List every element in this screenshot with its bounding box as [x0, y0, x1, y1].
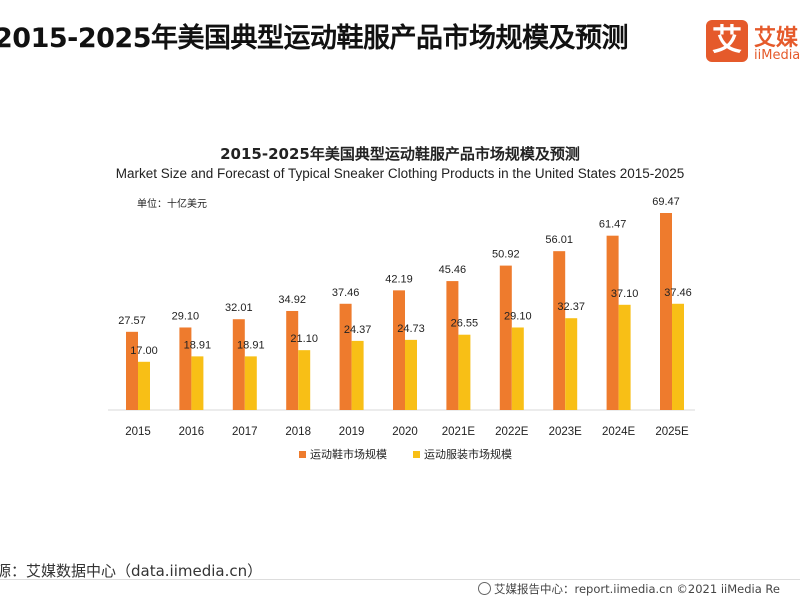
x-tick-label-2018: 2018 — [285, 426, 311, 438]
report-center-icon — [478, 582, 491, 595]
x-tick-label-2020: 2020 — [392, 426, 418, 438]
chart-title: 2015-2025年美国典型运动鞋服产品市场规模及预测 — [220, 145, 580, 163]
apparel-bar-2020 — [405, 339, 417, 410]
legend-swatch-1 — [413, 451, 420, 458]
apparel-bar-2016 — [191, 356, 204, 410]
apparel-value-label-2019: 24.37 — [344, 324, 372, 336]
apparel-bar-2022E — [511, 327, 524, 410]
apparel-bar-2025E — [672, 303, 684, 410]
sneaker-value-label-2022E: 50.92 — [492, 249, 520, 261]
apparel-value-label-2017: 18.91 — [237, 339, 265, 351]
sneaker-value-label-2021E: 45.46 — [439, 264, 467, 276]
sneaker-bar-2024E — [606, 235, 619, 410]
apparel-value-label-2023E: 32.37 — [557, 301, 585, 313]
x-tick-label-2017: 2017 — [232, 426, 258, 438]
sneaker-value-label-2017: 32.01 — [225, 302, 253, 314]
apparel-bar-2017 — [244, 356, 257, 410]
x-tick-label-2015: 2015 — [125, 426, 151, 438]
logo-mark-icon: 艾 — [706, 20, 748, 62]
sneaker-bar-2020 — [393, 290, 405, 410]
x-tick-label-2021E: 2021E — [442, 426, 476, 438]
x-tick-label-2023E: 2023E — [549, 426, 583, 438]
x-tick-label-2016: 2016 — [179, 426, 205, 438]
sneaker-value-label-2025E: 69.47 — [652, 196, 680, 208]
unit-label: 单位：十亿美元 — [137, 199, 207, 210]
sneaker-value-label-2015: 27.57 — [118, 315, 146, 327]
legend-label-0: 运动鞋市场规模 — [310, 447, 387, 461]
apparel-bar-2019 — [351, 340, 364, 410]
sneaker-bar-2018 — [286, 310, 299, 410]
iimedia-logo: 艾 艾媒 iiMedia — [706, 20, 800, 70]
sneaker-bar-2022E — [499, 265, 512, 410]
sneaker-value-label-2024E: 61.47 — [599, 219, 627, 231]
sneaker-value-label-2018: 34.92 — [278, 294, 306, 306]
apparel-bar-2018 — [298, 350, 311, 410]
x-tick-label-2024E: 2024E — [602, 426, 636, 438]
apparel-value-label-2020: 24.73 — [397, 323, 425, 335]
apparel-bar-2024E — [618, 304, 631, 410]
apparel-bar-2015 — [138, 361, 150, 410]
sneaker-bar-2021E — [446, 281, 459, 410]
sneaker-bar-2023E — [553, 251, 566, 410]
apparel-value-label-2025E: 37.46 — [664, 287, 692, 299]
apparel-value-label-2018: 21.10 — [290, 333, 318, 345]
sneaker-bar-2019 — [339, 303, 352, 410]
x-tick-label-2019: 2019 — [339, 426, 365, 438]
apparel-value-label-2015: 17.00 — [130, 345, 158, 357]
apparel-value-label-2016: 18.91 — [184, 339, 212, 351]
sneaker-value-label-2016: 29.10 — [172, 310, 200, 322]
logo-cn-text: 艾媒 — [754, 26, 799, 51]
page-title: 2015-2025年美国典型运动鞋服产品市场规模及预测 — [0, 23, 629, 54]
footer-report: 艾媒报告中心：report.iimedia.cn ©2021 iiMedia R… — [478, 581, 780, 597]
x-tick-label-2025E: 2025E — [655, 426, 689, 438]
source-text: 源：艾媒数据中心（data.iimedia.cn） — [0, 562, 263, 580]
apparel-value-label-2021E: 26.55 — [451, 318, 479, 330]
apparel-value-label-2024E: 37.10 — [611, 288, 639, 300]
x-tick-label-2022E: 2022E — [495, 426, 529, 438]
legend-label-1: 运动服装市场规模 — [424, 447, 512, 461]
logo-en-text: iiMedia — [754, 48, 800, 63]
sneaker-bar-2015 — [126, 331, 138, 410]
chart-subtitle: Market Size and Forecast of Typical Snea… — [115, 166, 685, 181]
footer-report-text: 艾媒报告中心：report.iimedia.cn ©2021 iiMedia R… — [494, 582, 780, 596]
apparel-value-label-2022E: 29.10 — [504, 310, 532, 322]
sneaker-bar-2017 — [232, 319, 245, 410]
apparel-bar-2023E — [565, 318, 578, 410]
sneaker-value-label-2023E: 56.01 — [545, 234, 573, 246]
legend-swatch-0 — [299, 451, 306, 458]
sneaker-value-label-2019: 37.46 — [332, 287, 360, 299]
apparel-bar-2021E — [458, 334, 471, 410]
footer-divider — [0, 579, 800, 580]
sneaker-bar-2016 — [179, 327, 192, 410]
sneaker-bar-2025E — [660, 213, 672, 410]
sneaker-value-label-2020: 42.19 — [385, 273, 413, 285]
